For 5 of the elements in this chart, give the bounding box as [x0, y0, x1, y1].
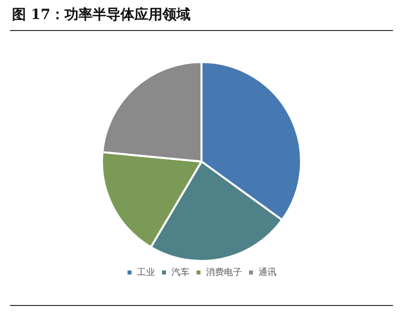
legend-label: 通讯: [258, 266, 276, 278]
chart-title: 图 17：功率半导体应用领域: [12, 6, 190, 24]
legend-label: 汽车: [172, 266, 190, 278]
legend-label: 工业: [137, 266, 155, 278]
legend-label: 消费电子: [206, 266, 242, 278]
